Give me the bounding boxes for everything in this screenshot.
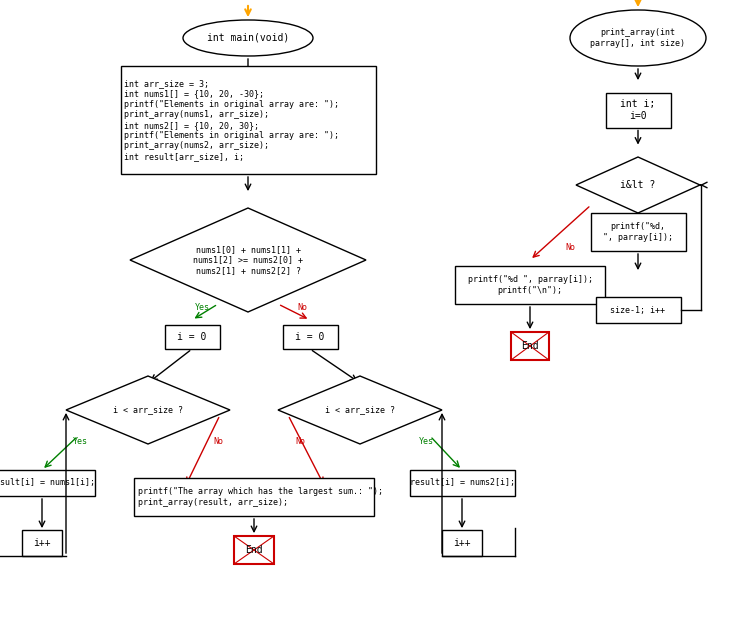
Polygon shape (576, 157, 700, 213)
Polygon shape (66, 376, 230, 444)
Text: printf("%d,
", parray[i]);: printf("%d, ", parray[i]); (603, 222, 673, 242)
Text: printf("The array which has the largest sum.: ");
print_array(result, arr_size);: printf("The array which has the largest … (138, 487, 383, 507)
Ellipse shape (570, 10, 706, 66)
FancyBboxPatch shape (410, 470, 514, 496)
Text: No: No (213, 437, 223, 447)
Polygon shape (130, 208, 366, 312)
Text: i++: i++ (33, 538, 50, 548)
Text: i = 0: i = 0 (295, 332, 325, 342)
Text: int arr_size = 3;
int nums1[] = {10, 20, -30};
printf("Elements in original arra: int arr_size = 3; int nums1[] = {10, 20,… (125, 79, 340, 161)
FancyBboxPatch shape (165, 325, 220, 349)
Text: result[i] = nums2[i];: result[i] = nums2[i]; (410, 479, 514, 488)
Ellipse shape (183, 20, 313, 56)
Text: Yes: Yes (194, 304, 209, 312)
Polygon shape (278, 376, 442, 444)
Text: int i;
i=0: int i; i=0 (620, 99, 656, 121)
Text: printf("%d ", parray[i]);
printf("\n");: printf("%d ", parray[i]); printf("\n"); (467, 275, 593, 295)
Text: Yes: Yes (73, 437, 88, 447)
Text: Yes: Yes (649, 219, 663, 227)
Text: size-1; i++: size-1; i++ (611, 306, 666, 314)
Text: nums1[0] + nums1[1] +
nums1[2] >= nums2[0] +
nums2[1] + nums2[2] ?: nums1[0] + nums1[1] + nums1[2] >= nums2[… (193, 245, 303, 275)
FancyBboxPatch shape (605, 93, 671, 127)
FancyBboxPatch shape (591, 213, 686, 251)
Text: End: End (245, 545, 263, 555)
Text: No: No (297, 304, 307, 312)
FancyBboxPatch shape (0, 470, 94, 496)
Text: print_array(int
parray[], int size): print_array(int parray[], int size) (591, 28, 686, 48)
FancyBboxPatch shape (455, 266, 605, 304)
FancyBboxPatch shape (234, 536, 274, 564)
FancyBboxPatch shape (442, 530, 482, 556)
Text: i = 0: i = 0 (177, 332, 207, 342)
Text: result[i] = nums1[i];: result[i] = nums1[i]; (0, 479, 94, 488)
Text: End: End (521, 341, 539, 351)
FancyBboxPatch shape (22, 530, 62, 556)
FancyBboxPatch shape (511, 332, 549, 360)
Text: No: No (565, 244, 575, 253)
Text: i&lt ?: i&lt ? (620, 180, 656, 190)
Text: Yes: Yes (418, 437, 433, 447)
FancyBboxPatch shape (134, 478, 374, 516)
Text: No: No (295, 437, 305, 447)
Text: i < arr_size ?: i < arr_size ? (113, 406, 183, 415)
FancyBboxPatch shape (283, 325, 338, 349)
FancyBboxPatch shape (596, 297, 680, 323)
FancyBboxPatch shape (120, 66, 375, 174)
Text: i < arr_size ?: i < arr_size ? (325, 406, 395, 415)
Text: int main(void): int main(void) (207, 33, 289, 43)
Text: i++: i++ (453, 538, 471, 548)
